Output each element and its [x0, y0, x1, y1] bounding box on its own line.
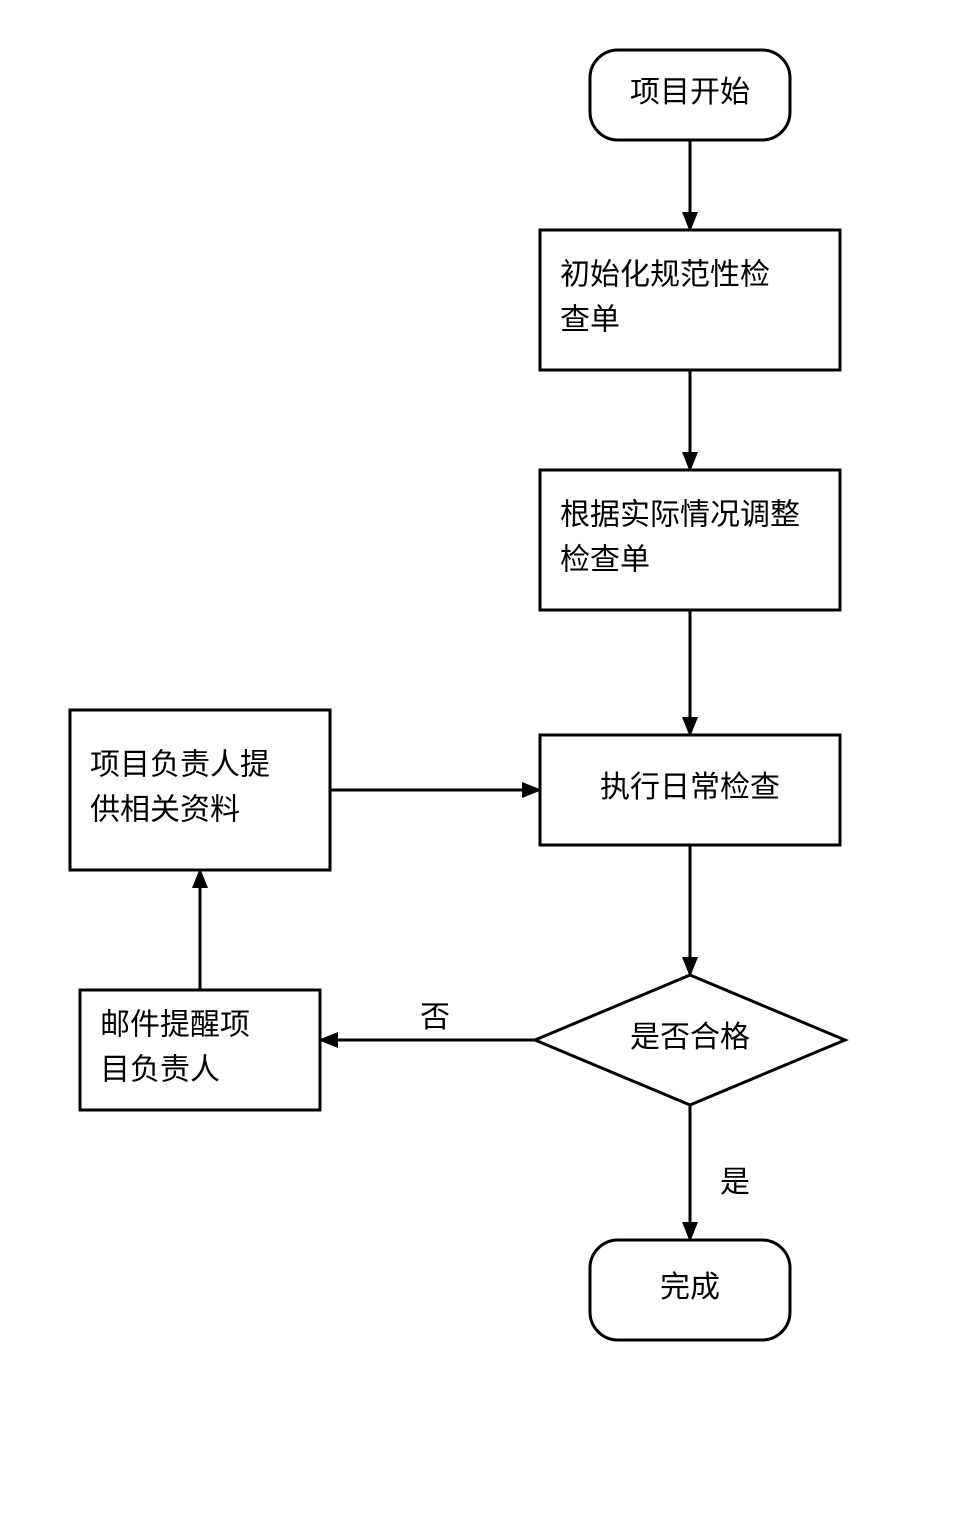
node-execute-label: 执行日常检查 — [600, 771, 780, 804]
node-provide-label-line-0: 项目负责人提 — [90, 748, 270, 781]
node-adjust: 根据实际情况调整检查单 — [540, 470, 840, 610]
node-decision: 是否合格 — [535, 975, 845, 1105]
node-start: 项目开始 — [590, 50, 790, 140]
nodes-group: 项目开始初始化规范性检查单根据实际情况调整检查单执行日常检查项目负责人提供相关资… — [70, 50, 845, 1340]
node-adjust-label-line-0: 根据实际情况调整 — [560, 498, 800, 531]
node-provide-label-line-1: 供相关资料 — [90, 793, 240, 826]
node-remind-label-line-1: 目负责人 — [100, 1053, 220, 1086]
node-init: 初始化规范性检查单 — [540, 230, 840, 370]
node-decision-label: 是否合格 — [630, 1021, 750, 1054]
flowchart-canvas: 是否项目开始初始化规范性检查单根据实际情况调整检查单执行日常检查项目负责人提供相… — [0, 0, 973, 1531]
node-init-label-line-1: 查单 — [560, 303, 620, 336]
node-remind-label-line-0: 邮件提醒项 — [100, 1008, 250, 1041]
node-done: 完成 — [590, 1240, 790, 1340]
edge-label-decision-to-remind: 否 — [420, 1001, 450, 1034]
node-start-label: 项目开始 — [630, 76, 750, 109]
node-provide: 项目负责人提供相关资料 — [70, 710, 330, 870]
node-adjust-label-line-1: 检查单 — [560, 543, 650, 576]
node-done-label: 完成 — [660, 1271, 720, 1304]
node-execute: 执行日常检查 — [540, 735, 840, 845]
edge-label-decision-to-done: 是 — [720, 1166, 750, 1199]
node-init-label-line-0: 初始化规范性检 — [560, 258, 770, 291]
node-remind: 邮件提醒项目负责人 — [80, 990, 320, 1110]
